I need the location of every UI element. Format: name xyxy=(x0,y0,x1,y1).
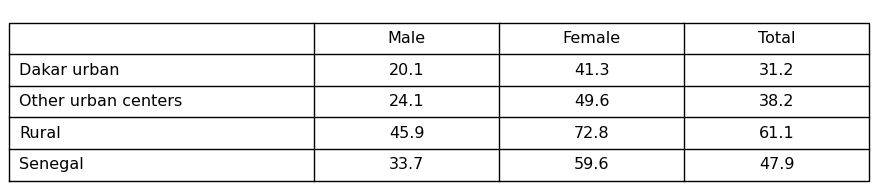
Text: Dakar urban: Dakar urban xyxy=(19,63,119,78)
Text: Total: Total xyxy=(757,31,795,46)
Text: 47.9: 47.9 xyxy=(758,157,794,172)
Text: 49.6: 49.6 xyxy=(574,94,609,109)
Text: 61.1: 61.1 xyxy=(758,126,794,141)
Text: Senegal: Senegal xyxy=(19,157,84,172)
Text: 38.2: 38.2 xyxy=(758,94,794,109)
Text: Male: Male xyxy=(388,31,425,46)
Text: 24.1: 24.1 xyxy=(389,94,424,109)
Text: 41.3: 41.3 xyxy=(574,63,609,78)
Text: 20.1: 20.1 xyxy=(389,63,424,78)
Text: 31.2: 31.2 xyxy=(758,63,794,78)
Text: 45.9: 45.9 xyxy=(389,126,424,141)
Text: 33.7: 33.7 xyxy=(389,157,424,172)
Text: 59.6: 59.6 xyxy=(574,157,609,172)
Text: Rural: Rural xyxy=(19,126,61,141)
Text: 72.8: 72.8 xyxy=(574,126,609,141)
Text: Female: Female xyxy=(562,31,620,46)
Text: Other urban centers: Other urban centers xyxy=(19,94,182,109)
